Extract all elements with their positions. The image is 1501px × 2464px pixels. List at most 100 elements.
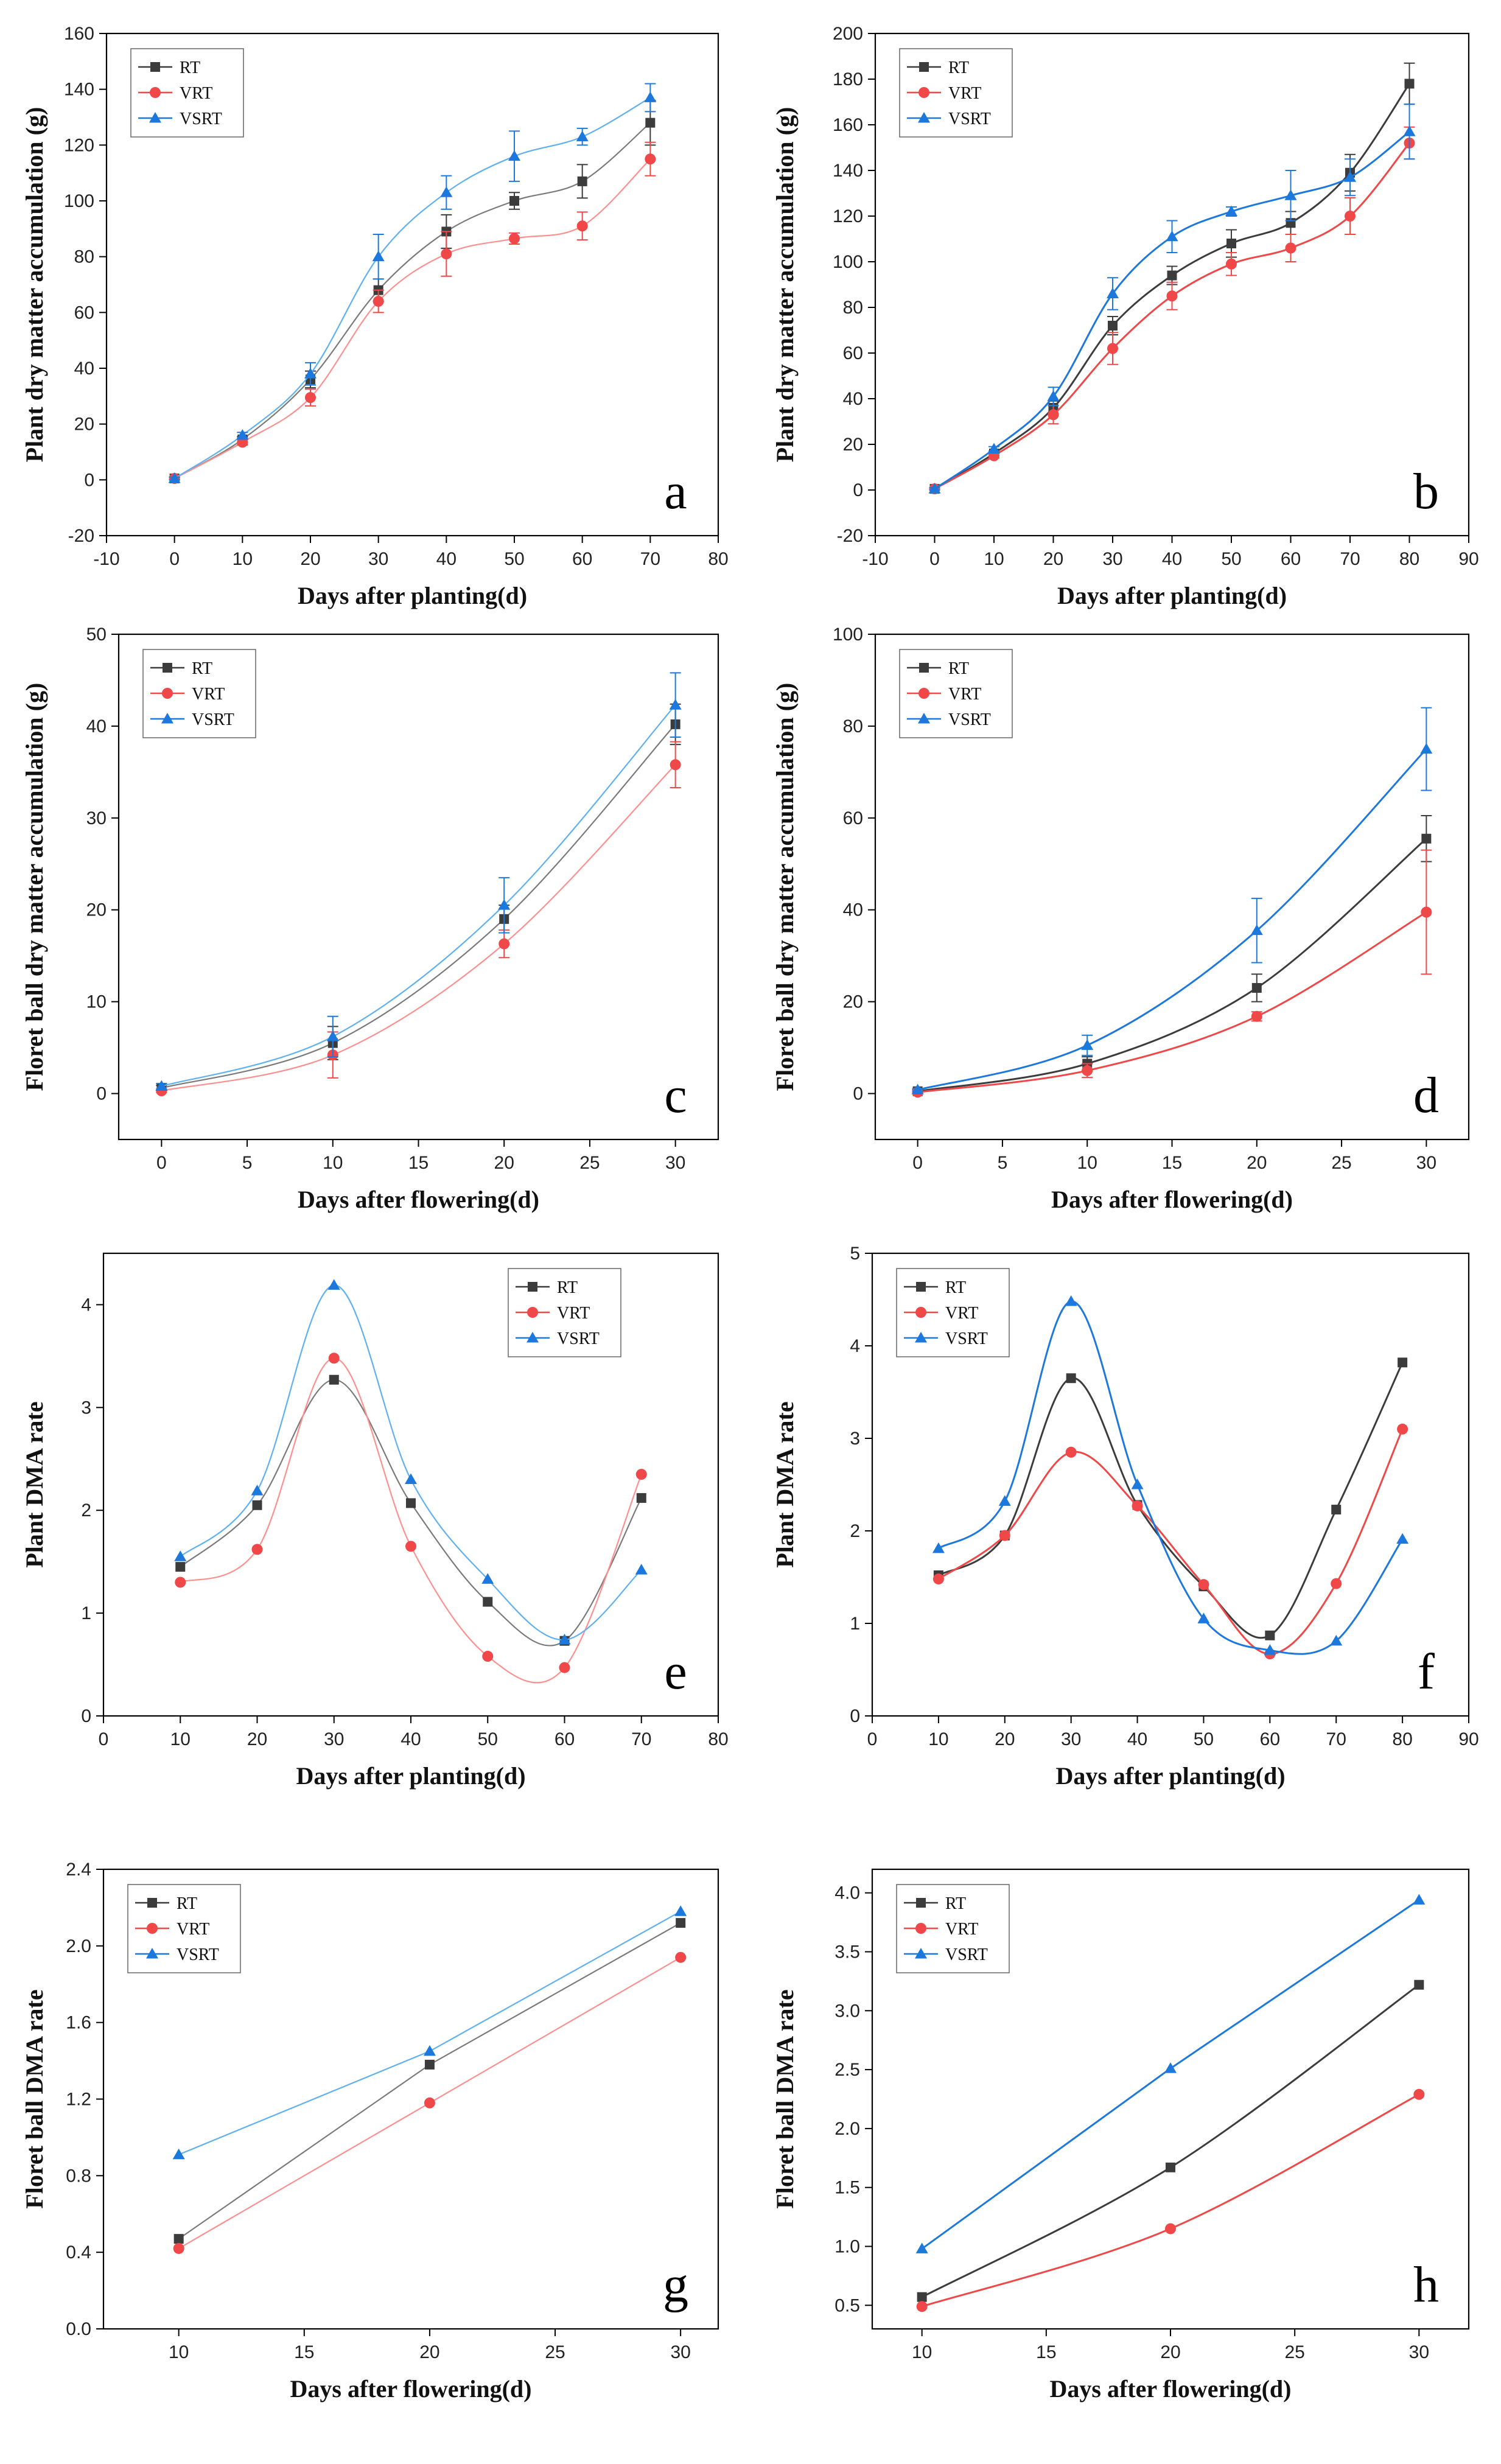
y-tick-label: 60 — [843, 808, 863, 828]
x-tick-label: 0 — [929, 549, 940, 569]
data-point-vsrt — [168, 472, 181, 483]
series-line-rt — [180, 1379, 642, 1647]
x-tick-label: -10 — [93, 549, 119, 569]
y-axis-title: Plant dry matter accumulation (g) — [771, 107, 799, 463]
x-tick-label: 15 — [1162, 1153, 1182, 1173]
data-point-vrt — [576, 220, 588, 232]
x-tick-label: 20 — [419, 2342, 439, 2362]
x-tick-label: 20 — [494, 1153, 514, 1173]
legend-label-vrt: VRT — [945, 1304, 978, 1323]
chart-h-svg: 10 15 20 25 30 0.5 1.0 1.5 2.0 2.5 3.0 3.5 4.0 Days a… — [771, 1868, 1470, 2403]
y-tick-label: 2 — [81, 1500, 91, 1521]
y-tick-label: 120 — [64, 135, 94, 155]
x-tick-label: 30 — [1409, 2342, 1429, 2362]
data-point-vrt — [405, 1541, 416, 1552]
x-tick-label: 0 — [156, 1153, 167, 1173]
data-point-vrt — [1421, 906, 1432, 918]
x-tick-label: 5 — [242, 1153, 253, 1173]
series-vrt — [175, 1353, 647, 1684]
data-point-vrt — [499, 938, 510, 950]
legend-label-vsrt: VSRT — [557, 1329, 600, 1348]
x-tick-label: 30 — [1416, 1153, 1436, 1173]
series-line-vrt — [174, 158, 651, 479]
y-tick-label: 0.0 — [66, 2319, 91, 2339]
y-tick-label: 40 — [843, 900, 863, 920]
data-point-rt — [1166, 2162, 1175, 2172]
chart-e-svg: 0 10 20 30 40 50 60 70 80 0 1 2 3 4 Days after plantin… — [21, 1252, 729, 1790]
legend: RT VRT VSRT — [899, 48, 1013, 138]
legend-marker-vrt — [147, 1923, 158, 1934]
legend-marker-vsrt — [149, 112, 161, 123]
x-tick-label: 90 — [1458, 549, 1478, 569]
y-tick-label: 0 — [853, 480, 863, 500]
data-point-rt — [577, 176, 587, 186]
series-line-vsrt — [161, 704, 676, 1087]
x-tick-label: 25 — [545, 2342, 565, 2362]
y-tick-label: 4.0 — [834, 1883, 860, 1903]
data-point-vsrt — [1284, 189, 1297, 200]
legend-marker-rt — [163, 663, 172, 673]
data-point-vsrt — [576, 130, 589, 142]
data-point-vsrt — [1250, 924, 1263, 936]
series-rt — [156, 703, 681, 1093]
legend-label-vrt: VRT — [948, 84, 981, 103]
data-point-vrt — [1166, 290, 1178, 302]
y-tick-label: 20 — [74, 415, 94, 435]
data-point-vrt — [999, 1530, 1010, 1541]
x-axis-title: Days after flowering(d) — [298, 1186, 539, 1213]
data-point-vsrt — [1065, 1295, 1077, 1306]
x-axis-title: Days after planting(d) — [298, 582, 527, 609]
legend-marker-vrt — [527, 1307, 538, 1318]
y-tick-label: 0.8 — [66, 2166, 91, 2186]
series-line-vrt — [180, 1357, 642, 1684]
x-axis-title: Days after planting(d) — [1057, 582, 1287, 609]
data-point-vrt — [509, 233, 520, 244]
series-vrt — [173, 1951, 687, 2254]
data-point-vrt — [1397, 1423, 1408, 1435]
x-tick-label: 10 — [1077, 1153, 1097, 1173]
series-rt — [917, 1979, 1424, 2302]
panel-label: c — [664, 1067, 687, 1124]
data-point-vsrt — [236, 429, 249, 440]
legend-marker-vrt — [918, 688, 929, 699]
x-tick-label: 25 — [579, 1153, 600, 1173]
y-axis: -20 0 20 40 60 80 100 120 140 160 — [64, 24, 107, 546]
data-point-vsrt — [915, 2242, 928, 2253]
y-tick-label: 100 — [833, 625, 863, 645]
x-tick-label: 10 — [169, 2342, 189, 2362]
x-axis: -10 0 10 20 30 40 50 60 70 80 — [93, 536, 729, 569]
legend-label-vrt: VRT — [177, 1920, 209, 1939]
y-tick-label: 1.6 — [66, 2013, 91, 2033]
panel-label: h — [1413, 2256, 1439, 2313]
x-tick-label: 30 — [670, 2342, 690, 2362]
x-tick-label: 30 — [368, 549, 388, 569]
plot-area — [155, 672, 682, 1097]
x-tick-label: 50 — [478, 1729, 498, 1749]
x-tick-label: 80 — [1399, 549, 1419, 569]
data-point-vrt — [1065, 1446, 1077, 1458]
y-tick-label: 3 — [850, 1429, 860, 1449]
y-tick-label: 4 — [81, 1295, 91, 1315]
data-point-vsrt — [1225, 205, 1237, 216]
legend-marker-vrt — [150, 87, 161, 98]
y-tick-label: 10 — [86, 992, 107, 1012]
legend-marker-vsrt — [915, 1948, 927, 1959]
y-axis-title: Floret ball dry matter accumulation (g) — [771, 683, 799, 1091]
series-line-rt — [178, 1922, 681, 2240]
series-vsrt — [174, 1279, 648, 1645]
chart-d-svg: 0 5 10 15 20 25 30 0 20 40 60 80 100 Days after flowe… — [771, 625, 1470, 1213]
data-point-vrt — [482, 1651, 494, 1662]
x-tick-label: 60 — [572, 549, 592, 569]
data-point-vrt — [173, 2242, 184, 2254]
y-tick-label: 160 — [833, 115, 863, 135]
x-tick-label: 20 — [247, 1729, 267, 1749]
x-tick-label: 15 — [408, 1153, 429, 1173]
data-point-rt — [509, 196, 519, 206]
data-point-vsrt — [1396, 1533, 1409, 1544]
data-point-rt — [1265, 1630, 1275, 1640]
y-axis: 0 10 20 30 40 50 — [86, 625, 119, 1104]
x-axis-title: Days after flowering(d) — [1050, 2375, 1292, 2403]
data-point-rt — [917, 2292, 927, 2302]
y-tick-label: 2.5 — [834, 2060, 860, 2080]
x-tick-label: 25 — [1331, 1153, 1351, 1173]
